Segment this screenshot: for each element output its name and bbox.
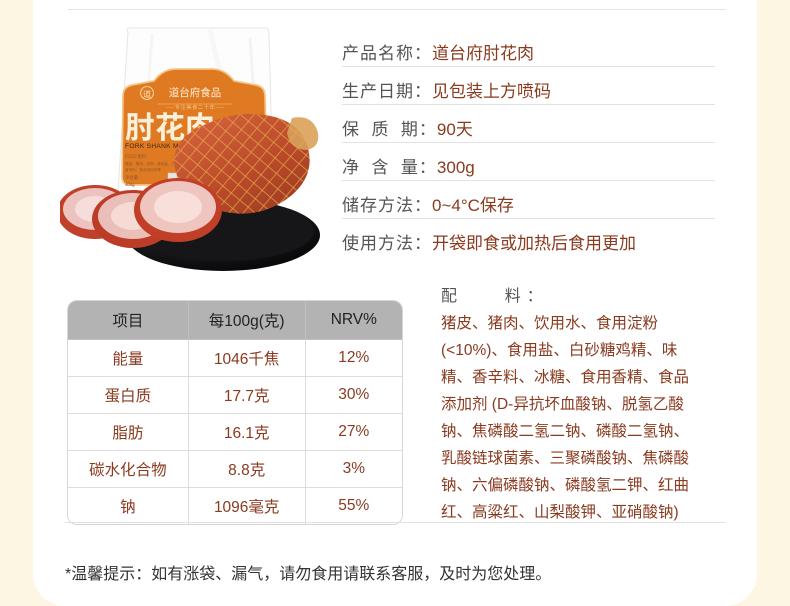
svg-text:道台府食品: 道台府食品 [169,85,222,100]
svg-text:香辛料、食品添加剂等: 香辛料、食品添加剂等 [125,167,161,173]
svg-text:道: 道 [143,89,151,100]
svg-text:猪皮、猪肉、淀粉、食用盐、白砂糖: 猪皮、猪肉、淀粉、食用盐、白砂糖 [125,161,183,167]
svg-text:FOOD 配料: FOOD 配料 [125,153,147,160]
svg-text:300g: 300g [125,182,135,188]
svg-text:净含量：: 净含量： [125,174,142,181]
